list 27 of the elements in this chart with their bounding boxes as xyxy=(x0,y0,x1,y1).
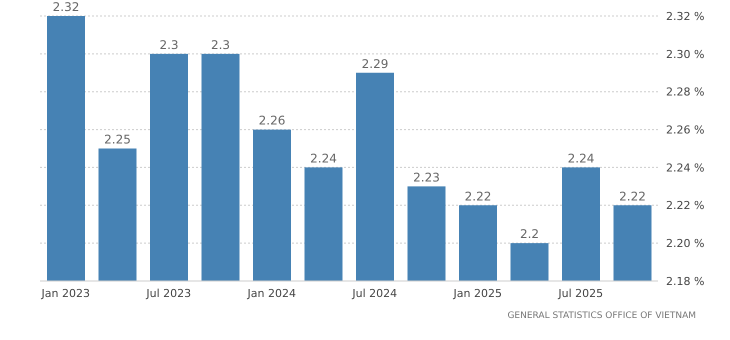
y-tick-label: 2.18 % xyxy=(666,274,704,288)
data-label: 2.26 xyxy=(258,114,286,128)
data-label: 2.3 xyxy=(159,38,179,52)
y-tick-label: 2.32 % xyxy=(666,10,704,23)
text: GENERAL STATISTICS OFFICE OF VIETNAM xyxy=(506,311,697,321)
data-label: 2.22 xyxy=(619,189,646,204)
y-tick-label: 2.26 % xyxy=(666,123,704,136)
data-label: 2.25 xyxy=(104,132,131,146)
x-tick-label: Jan 2024 xyxy=(246,286,296,300)
y-tick-label: 2.22 % xyxy=(666,199,704,212)
data-label: 2.32 xyxy=(52,0,80,14)
data-label: 2.22 xyxy=(464,189,492,204)
data-label: 2.24 xyxy=(568,151,594,166)
x-tick-label: Jan 2023 xyxy=(40,286,90,300)
data-label: 2.24 xyxy=(310,151,337,166)
y-tick-label: 2.28 % xyxy=(666,86,704,99)
x-tick-label: Jul 2025 xyxy=(557,286,604,300)
x-tick-label: Jul 2024 xyxy=(351,286,398,300)
data-label: 2.3 xyxy=(210,38,230,52)
x-tick-label: Jan 2025 xyxy=(452,286,502,300)
y-tick-label: 2.20 % xyxy=(666,237,704,250)
data-label: 2.29 xyxy=(362,56,388,71)
y-tick-label: 2.30 % xyxy=(666,48,704,61)
data-label: 2.2 xyxy=(520,227,540,242)
x-tick-label: Jul 2023 xyxy=(145,286,192,300)
data-label: 2.23 xyxy=(413,170,440,184)
y-tick-label: 2.24 % xyxy=(666,161,704,174)
